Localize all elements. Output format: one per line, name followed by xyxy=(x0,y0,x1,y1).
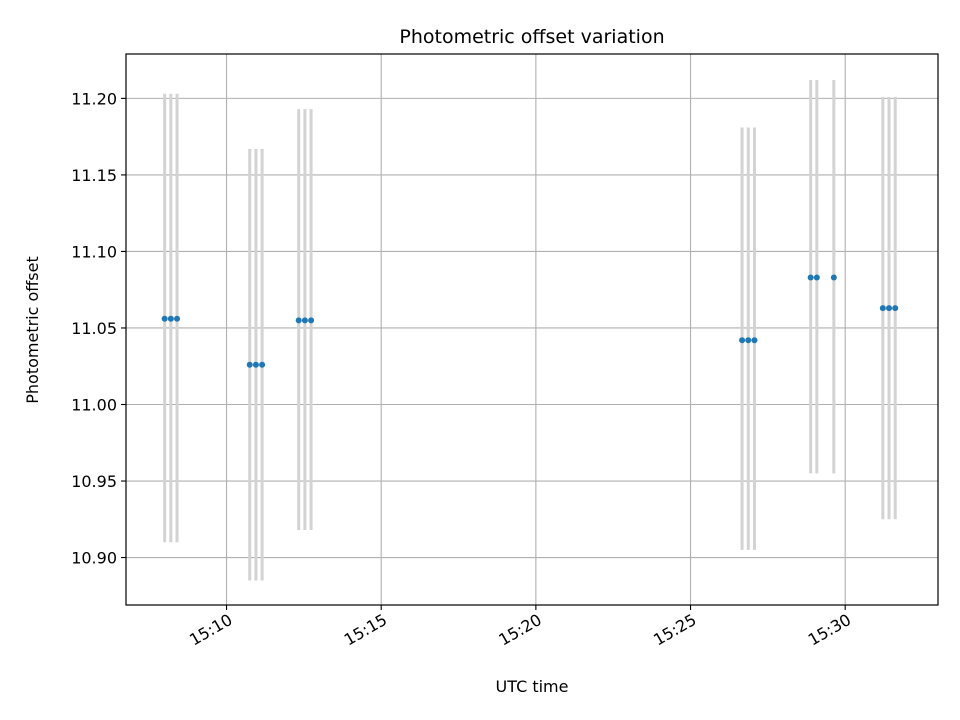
data-point xyxy=(813,274,820,281)
y-axis-title: Photometric offset xyxy=(23,256,42,404)
chart-title: Photometric offset variation xyxy=(399,26,664,48)
data-point xyxy=(174,315,181,322)
data-point xyxy=(751,337,758,344)
data-point xyxy=(892,305,899,312)
y-tick-label: 10.90 xyxy=(71,549,117,568)
y-tick-label: 11.00 xyxy=(71,395,117,414)
y-tick-label: 11.05 xyxy=(71,319,117,338)
point-layer xyxy=(161,274,899,368)
data-point xyxy=(161,315,168,322)
data-point xyxy=(252,361,259,368)
data-point xyxy=(886,305,893,312)
data-point xyxy=(807,274,814,281)
y-tick-label: 10.95 xyxy=(71,472,117,491)
data-point xyxy=(301,317,308,324)
y-tick-label: 11.15 xyxy=(71,166,117,185)
data-point xyxy=(879,305,886,312)
data-point xyxy=(295,317,302,324)
data-point xyxy=(259,361,266,368)
data-point xyxy=(308,317,315,324)
data-point xyxy=(167,315,174,322)
data-point xyxy=(739,337,746,344)
x-axis-title: UTC time xyxy=(496,677,569,696)
plot-frame xyxy=(125,53,939,606)
data-point xyxy=(745,337,752,344)
data-point xyxy=(246,361,253,368)
y-tick-label: 11.20 xyxy=(71,89,117,108)
data-point xyxy=(830,274,837,281)
y-tick-label: 11.10 xyxy=(71,242,117,261)
